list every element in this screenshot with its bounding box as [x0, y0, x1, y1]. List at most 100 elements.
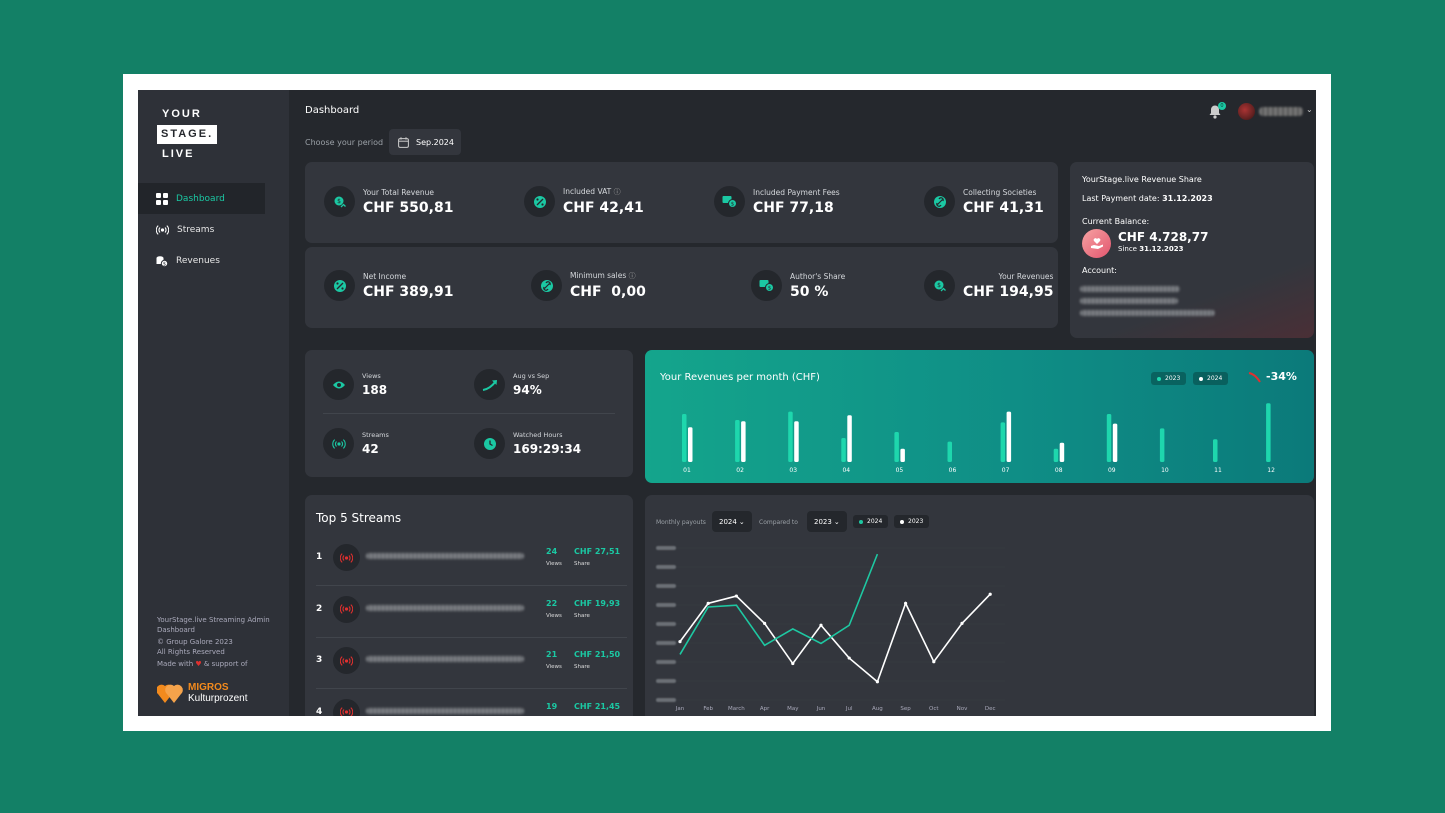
top-streams-card: Top 5 Streams 1 24 Views CHF 27,51 Share 2 22 V… — [305, 495, 633, 716]
sidebar-item-label: Dashboard — [176, 193, 225, 204]
y-tick-blurred — [656, 698, 676, 702]
table-row[interactable]: 1 24 Views CHF 27,51 Share — [316, 535, 627, 586]
kpi-watched-hours: Watched Hours 169:29:34 — [474, 428, 581, 459]
sidebar-item-dashboard[interactable]: Dashboard — [138, 183, 265, 214]
brand-logo[interactable]: YOUR STAGE. LIVE — [157, 105, 218, 164]
views-label: Views — [546, 716, 562, 717]
sponsor-logo[interactable]: MIGROS Kulturprozent — [157, 682, 247, 704]
bar-2023-09[interactable] — [1106, 414, 1112, 462]
money-icon: $ — [714, 186, 745, 217]
point-2023-Apr[interactable] — [763, 621, 767, 626]
info-icon[interactable]: ⓘ — [613, 188, 621, 196]
x-tick-label: 07 — [1002, 467, 1010, 474]
calendar-icon — [398, 136, 409, 148]
coins-icon: $ — [156, 255, 168, 267]
bar-2023-10[interactable] — [1159, 428, 1165, 462]
footer-rights: All Rights Reserved — [157, 648, 225, 656]
kpi-label: Aug vs Sep — [513, 372, 550, 380]
y-tick-blurred — [656, 641, 676, 645]
x-tick-label: 11 — [1214, 467, 1222, 474]
line-2023 — [679, 593, 991, 684]
bar-2023-05[interactable] — [894, 432, 899, 462]
x-tick-label: 10 — [1161, 467, 1169, 474]
info-icon[interactable]: ⓘ — [628, 272, 636, 280]
kpi-value: 94% — [513, 383, 542, 397]
bar-2023-03[interactable] — [788, 411, 793, 462]
bar-2023-11[interactable] — [1213, 439, 1218, 462]
stream-share: CHF 19,93 — [574, 598, 621, 608]
point-2023-Jul[interactable] — [847, 656, 851, 660]
year-value: 2024 — [719, 517, 737, 526]
svg-text:$: $ — [731, 202, 735, 208]
bar-2024-08[interactable] — [1059, 442, 1065, 462]
period-picker[interactable]: Sep.2024 — [389, 129, 461, 155]
x-tick-label: 04 — [842, 467, 850, 474]
stat-collecting-societies: Collecting Societies CHF 41,31 — [924, 186, 1044, 217]
views-label: Views — [546, 561, 562, 567]
bar-2024-03[interactable] — [794, 421, 799, 462]
footer-made-with: Made with ♥ & support of — [157, 659, 282, 669]
period-label: Choose your period — [305, 138, 384, 147]
point-2023-March[interactable] — [734, 594, 738, 598]
point-2023-Jan[interactable] — [678, 640, 682, 644]
x-tick-label: Apr — [760, 706, 770, 712]
stats-card-bottom: Net Income CHF 389,91 Minimum sales ⓘ CHF … — [305, 247, 1058, 328]
stream-name-blurred — [366, 656, 524, 662]
bar-2023-07[interactable] — [1000, 422, 1006, 462]
stream-views: 21 — [546, 650, 558, 659]
point-2023-Feb[interactable] — [706, 601, 710, 605]
bar-2024-02[interactable] — [741, 421, 746, 462]
legend-dot — [1199, 376, 1203, 381]
point-2023-Nov[interactable] — [960, 621, 964, 626]
bar-2024-05[interactable] — [900, 448, 905, 462]
point-2023-Sep[interactable] — [904, 601, 908, 605]
heart-hand-icon — [1082, 229, 1111, 258]
year-select[interactable]: 2024 ⌄ — [712, 511, 752, 532]
username-blurred[interactable] — [1259, 107, 1303, 116]
x-tick-label: Jan — [675, 706, 685, 712]
eye-icon — [323, 369, 354, 400]
bar-2023-12[interactable] — [1266, 403, 1271, 462]
stat-label: Collecting Societies — [963, 187, 1037, 197]
avatar[interactable] — [1238, 103, 1255, 120]
x-tick-label: 05 — [896, 467, 904, 474]
point-2023-Oct[interactable] — [932, 660, 936, 664]
table-row[interactable]: 3 21 Views CHF 21,50 Share — [316, 638, 627, 689]
bar-2023-06[interactable] — [947, 441, 953, 462]
compare-year-select[interactable]: 2023 ⌄ — [807, 511, 847, 532]
bar-2023-01[interactable] — [682, 414, 687, 462]
stream-name-blurred — [366, 553, 524, 559]
point-2023-Dec[interactable] — [988, 592, 992, 596]
compare-label: Compared to — [759, 519, 798, 526]
point-2023-Aug[interactable] — [875, 680, 879, 684]
stat-payment-fees: $ Included Payment Fees CHF 77,18 — [714, 186, 840, 217]
bar-2023-02[interactable] — [735, 420, 740, 462]
bar-2023-08[interactable] — [1053, 448, 1059, 462]
table-row[interactable]: 2 22 Views CHF 19,93 Share — [316, 587, 627, 638]
society-icon — [924, 186, 955, 217]
chevron-down-icon[interactable]: ⌄ — [1306, 105, 1313, 114]
bar-2023-04[interactable] — [841, 438, 846, 462]
svg-text:$: $ — [937, 282, 941, 289]
bar-2024-01[interactable] — [688, 427, 693, 462]
legend-2024[interactable]: 2024 — [853, 515, 889, 528]
sidebar-item-streams[interactable]: Streams — [138, 214, 289, 245]
account-label: Account: — [1082, 266, 1117, 275]
sidebar-item-revenues[interactable]: $ Revenues — [138, 245, 289, 276]
stat-value: CHF 194,95 — [963, 283, 1054, 300]
kpi-streams: Streams 42 — [323, 428, 389, 459]
table-row[interactable]: 4 19 Views CHF 21,45 Share — [316, 690, 627, 717]
bell-icon[interactable] — [1208, 104, 1222, 119]
bar-2024-09[interactable] — [1112, 423, 1118, 462]
legend-2023[interactable]: 2023 — [894, 515, 930, 528]
point-2023-Jun[interactable] — [819, 623, 823, 627]
legend-2023[interactable]: 2023 — [1151, 372, 1187, 385]
bar-2024-04[interactable] — [847, 415, 852, 462]
broadcast-icon — [333, 698, 360, 716]
point-2023-May[interactable] — [791, 661, 795, 666]
bar-2024-07[interactable] — [1006, 411, 1012, 462]
logo-line-2: STAGE. — [157, 125, 218, 144]
legend-2024[interactable]: 2024 — [1193, 372, 1229, 385]
legend-label: 2024 — [1207, 375, 1223, 382]
x-tick-label: 01 — [683, 467, 691, 474]
